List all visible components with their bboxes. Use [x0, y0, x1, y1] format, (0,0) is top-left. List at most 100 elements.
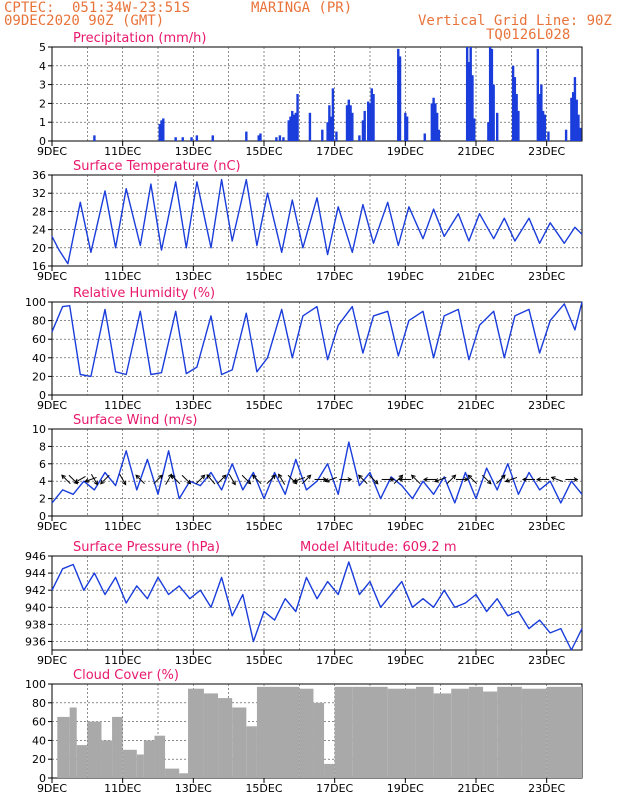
header-code: TQ0126L028: [486, 27, 571, 43]
wind-arrow-head: [221, 474, 227, 480]
precip-bar: [564, 129, 568, 141]
wind-xtick-label: 19DEC: [387, 520, 424, 533]
wind-arrow-shaft: [206, 474, 216, 485]
wind-arrow-shaft: [119, 474, 127, 485]
pressure-series-line: [51, 561, 583, 651]
precip-xtick-label: 13DEC: [175, 145, 212, 158]
precip-bar: [430, 103, 434, 141]
wind-ytick-label: 4: [39, 475, 46, 488]
cloud-segment: [69, 707, 77, 778]
wind-xtick-label: 15DEC: [245, 520, 282, 533]
wind-xtick-label: 21DEC: [457, 520, 494, 533]
precip-bar: [435, 112, 439, 141]
pressure-xtick-label: 17DEC: [316, 654, 353, 667]
precip-xtick-label: 19DEC: [387, 145, 424, 158]
wind-arrow-shaft: [496, 474, 506, 485]
wind-arrow-shaft: [217, 474, 227, 485]
rh-ytick-label: 0: [39, 389, 46, 402]
wind-arrow-shaft: [153, 474, 163, 485]
cloud-segment: [203, 693, 219, 778]
wind-arrow-head: [324, 478, 330, 483]
temp-xtick-label: 9DEC: [37, 270, 67, 283]
pressure-xtick-label: 23DEC: [528, 654, 565, 667]
wind-arrow-head: [278, 473, 283, 479]
wind-arrow-head: [464, 477, 469, 482]
cloud-ytick-label: 0: [39, 772, 46, 785]
wind-ytick-label: 10: [32, 423, 46, 436]
cloud-segment: [334, 686, 353, 778]
wind-arrow-head: [246, 479, 252, 485]
cloud-segment: [57, 716, 70, 778]
precip-bar: [473, 118, 476, 141]
precip-bar: [345, 105, 349, 141]
rh-ytick-label: 20: [32, 370, 46, 383]
wind-arrow-shaft: [467, 474, 478, 485]
header-grid-note: Vertical Grid Line: 90Z: [418, 13, 612, 29]
rh-ytick-label: 60: [32, 333, 46, 346]
precip-bar: [257, 135, 260, 141]
rh-ytick-label: 80: [32, 315, 46, 328]
wind-arrow-head: [158, 474, 163, 480]
precip-ytick-label: 3: [39, 79, 46, 92]
cloud-segment: [76, 745, 88, 778]
rh-xtick-label: 19DEC: [387, 399, 424, 412]
pressure-xtick-label: 19DEC: [387, 654, 424, 667]
precip-bar: [465, 47, 469, 141]
wind-arrow-shaft: [551, 476, 564, 482]
cloud-segment: [521, 688, 547, 778]
wind-arrow-head: [500, 474, 506, 480]
temp-xtick-label: 13DEC: [175, 270, 212, 283]
cloud-segment: [546, 686, 582, 778]
pressure-xtick-label: 11DEC: [104, 654, 141, 667]
wind-arrow-head: [93, 480, 98, 486]
cloud-segment: [256, 686, 264, 778]
precip-bar: [471, 75, 474, 141]
pressure-ytick-label: 938: [25, 618, 46, 631]
wind-arrow-head: [486, 479, 492, 485]
precip-bar: [579, 127, 582, 141]
precip-bar: [469, 47, 472, 141]
temp-xtick-label: 11DEC: [104, 270, 141, 283]
wind-arrow-shaft: [241, 474, 251, 485]
rh-xtick-label: 9DEC: [37, 399, 67, 412]
precip-bar: [434, 103, 437, 141]
cloud-xtick-label: 13DEC: [175, 782, 212, 795]
header-station: MARINGA (PR): [251, 0, 353, 16]
precip-bar: [511, 65, 515, 141]
precip-bar: [347, 99, 350, 141]
cloud-segment: [313, 702, 325, 778]
pressure-title: Surface Pressure (hPa): [73, 540, 220, 555]
rh-ytick-label: 100: [25, 296, 46, 309]
rh-xtick-label: 13DEC: [175, 399, 212, 412]
precip-bar: [329, 116, 333, 141]
precip-bar: [358, 135, 361, 141]
cloud-segment: [143, 740, 155, 778]
wind-arrow-shaft: [325, 476, 337, 482]
precip-bar: [575, 99, 578, 141]
temp-xtick-label: 21DEC: [457, 270, 494, 283]
precip-bar: [492, 84, 495, 141]
wind-arrow-head: [271, 474, 277, 480]
temp-ytick-label: 36: [32, 169, 46, 182]
precip-bar: [289, 116, 292, 141]
wind-arrow-head: [434, 478, 440, 483]
rh-series-line: [51, 301, 583, 378]
precip-ytick-label: 5: [39, 41, 46, 54]
wind-arrow-shaft: [266, 474, 276, 485]
precip-bar: [536, 48, 540, 141]
cloud-segment: [264, 686, 300, 778]
wind-arrow-head: [322, 477, 328, 482]
wind-arrow-head: [186, 479, 192, 485]
precip-bar: [291, 110, 294, 141]
pressure-xtick-label: 15DEC: [245, 654, 282, 667]
wind-arrow-shaft: [195, 474, 205, 485]
cloud-title: Cloud Cover (%): [73, 668, 179, 683]
cloud-segment: [87, 721, 102, 778]
cloud-xtick-label: 19DEC: [387, 782, 424, 795]
cloud-segment: [101, 740, 113, 778]
precip-bar: [326, 122, 329, 141]
pressure-ytick-label: 944: [25, 567, 46, 580]
precip-bar: [370, 88, 373, 141]
rh-xtick-label: 15DEC: [245, 399, 282, 412]
